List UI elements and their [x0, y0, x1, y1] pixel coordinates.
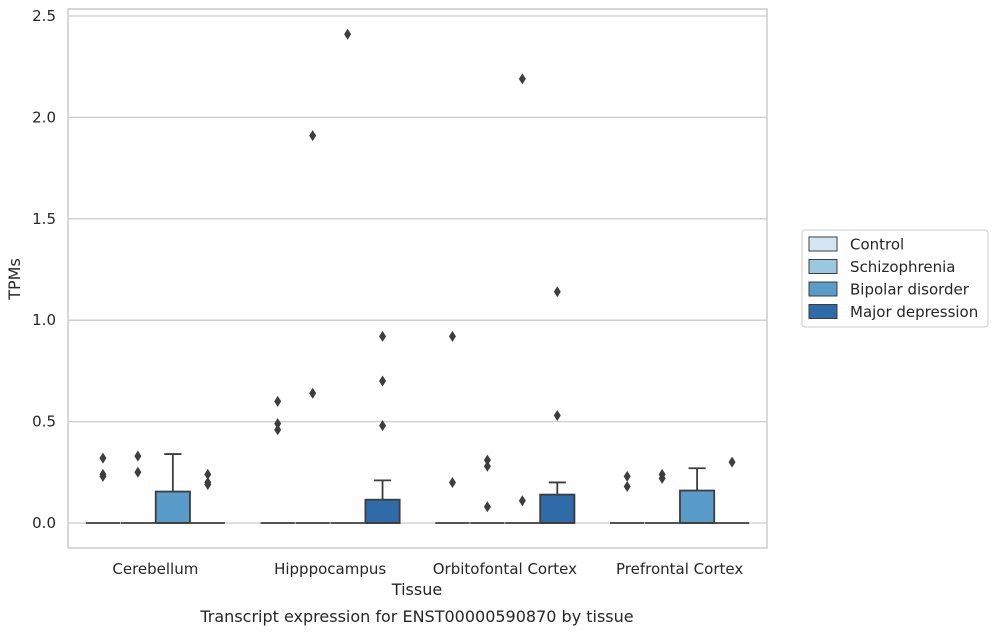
outlier-point: [99, 452, 107, 464]
outlier-point: [483, 454, 491, 466]
box-group: [645, 468, 680, 524]
x-tick-label: Prefrontal Cortex: [616, 560, 743, 578]
box-body: [154, 490, 191, 524]
box-group: [154, 453, 191, 524]
box-group: [435, 330, 470, 524]
x-tick-label: Hipppocampus: [274, 560, 386, 578]
y-axis-ticks: 0.0 0.5 1.0 1.5 2.0 2.5: [32, 7, 56, 532]
y-tick-label: 0.0: [32, 514, 56, 532]
box-group: [679, 467, 716, 524]
legend-label: Bipolar disorder: [850, 281, 970, 299]
outlier-point: [658, 472, 666, 484]
outlier-point: [204, 468, 212, 480]
y-tick-label: 2.0: [32, 108, 56, 126]
outlier-point: [274, 418, 282, 430]
outlier-point: [448, 476, 456, 488]
outlier-point: [274, 424, 282, 436]
outlier-point: [379, 330, 387, 342]
y-axis-title: TPMs: [5, 258, 24, 301]
box-group: [330, 28, 365, 524]
box-group: [470, 454, 505, 524]
outlier-point: [518, 73, 526, 85]
legend-swatch: [808, 236, 838, 252]
box-group: [505, 73, 540, 524]
legend-label: Schizophrenia: [850, 258, 955, 276]
box-group: [295, 130, 330, 524]
x-axis-title: Tissue: [391, 580, 442, 599]
box-body: [364, 498, 401, 524]
outlier-point: [134, 450, 142, 462]
outlier-point: [483, 501, 491, 513]
outlier-point: [379, 420, 387, 432]
legend-swatch: [808, 304, 838, 319]
legend-items: Control Schizophrenia Bipolar disorder Majo…: [808, 236, 978, 321]
y-tick-label: 0.5: [32, 413, 56, 431]
box-group: [714, 456, 750, 524]
box-group: [260, 395, 295, 524]
box-group: [120, 450, 156, 524]
box-body: [679, 489, 716, 524]
outlier-point: [344, 28, 352, 40]
outlier-point: [483, 460, 491, 472]
outlier-point: [99, 470, 107, 482]
outlier-point: [274, 395, 282, 407]
box-body: [539, 493, 576, 524]
box-group: [539, 286, 576, 524]
outlier-point: [623, 480, 631, 492]
outlier-point: [553, 286, 561, 298]
outlier-point: [379, 375, 387, 387]
y-tick-label: 1.5: [32, 210, 56, 228]
y-tick-label: 2.5: [32, 7, 56, 25]
outlier-point: [204, 478, 212, 490]
box-group: [85, 452, 121, 524]
chart-caption: Transcript expression for ENST0000059087…: [199, 607, 633, 626]
legend-label: Major depression: [850, 303, 978, 321]
outlier-point: [518, 495, 526, 507]
box-group: [190, 468, 225, 524]
legend-swatch: [808, 281, 838, 297]
outlier-point: [728, 456, 736, 468]
box-group: [364, 330, 401, 524]
legend-frame: [801, 229, 989, 328]
box-groups: [85, 28, 750, 524]
outlier-point: [448, 330, 456, 342]
outlier-point: [134, 466, 142, 478]
legend-label: Control: [850, 236, 904, 254]
x-axis-ticks: Cerebellum Hipppocampus Orbitofontal Corte…: [112, 560, 743, 578]
y-tick-label: 1.0: [32, 311, 56, 329]
box-group: [610, 470, 645, 524]
legend: Control Schizophrenia Bipolar disorder Majo…: [801, 229, 989, 328]
outlier-point: [553, 410, 561, 422]
plot-area: [67, 8, 768, 549]
x-tick-label: Orbitofontal Cortex: [433, 560, 577, 578]
legend-swatch: [808, 259, 838, 274]
outlier-point: [623, 470, 631, 482]
outlier-point: [309, 130, 317, 142]
x-tick-label: Cerebellum: [112, 560, 198, 578]
outlier-point: [309, 387, 317, 399]
